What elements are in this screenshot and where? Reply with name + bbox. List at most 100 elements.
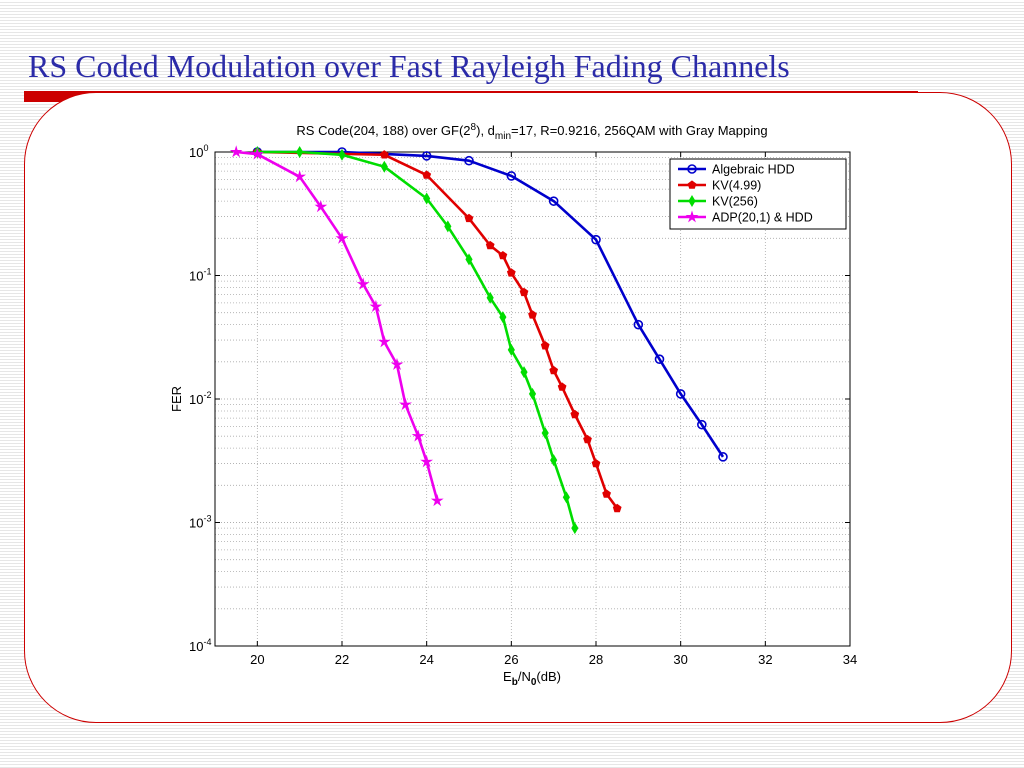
x-axis-label-main: E (503, 669, 512, 684)
chart-title-sub: min (495, 131, 511, 142)
y-tick-label: 100 (189, 143, 208, 160)
legend-item: KV(256) (678, 195, 758, 209)
slide-title: RS Coded Modulation over Fast Rayleigh F… (28, 48, 790, 84)
data-point (380, 160, 388, 173)
data-point (444, 220, 452, 233)
legend-item: Algebraic HDD (678, 163, 795, 177)
y-tick-label: 10-4 (189, 637, 211, 654)
data-point (520, 366, 528, 379)
data-point (697, 419, 707, 430)
chart-title-mid: ), d (476, 123, 495, 138)
series-1 (252, 147, 728, 462)
data-point (485, 240, 495, 250)
series-line (257, 150, 577, 529)
data-point (356, 277, 370, 290)
chart-title-sup: 8 (471, 122, 477, 133)
data-point (421, 151, 432, 161)
data-point (507, 343, 515, 356)
x-axis-label-mid: /N (518, 669, 531, 684)
data-point (229, 145, 243, 158)
data-point (399, 398, 412, 411)
legend-item: ADP(20,1) & HDD (678, 210, 813, 225)
data-point (314, 200, 328, 213)
series-line (257, 150, 619, 510)
x-tick-label: 26 (504, 652, 518, 667)
x-tick-label: 28 (589, 652, 603, 667)
x-tick-label: 30 (673, 652, 687, 667)
data-point (540, 341, 550, 350)
data-point (557, 382, 567, 391)
data-point (571, 522, 579, 535)
series-line (257, 150, 725, 458)
legend: Algebraic HDD KV(4.99) KV(256) ADP(20,1) & … (669, 158, 847, 230)
data-point (464, 155, 474, 166)
data-point (718, 452, 728, 462)
x-tick-label: 32 (758, 652, 772, 667)
x-axis-ticks: 20 22 24 26 28 30 32 34 (250, 152, 857, 667)
legend-label: ADP(20,1) & HDD (712, 211, 813, 225)
data-point (430, 494, 444, 507)
x-axis-label-sub2: 0 (531, 677, 537, 688)
series-layer (229, 145, 728, 535)
data-point (550, 454, 558, 467)
data-point (499, 311, 507, 324)
data-point (548, 196, 559, 206)
legend-label: KV(256) (712, 195, 758, 209)
x-axis-label-suffix: (dB) (536, 669, 561, 684)
data-point (411, 429, 425, 442)
y-tick-label: 10-2 (189, 390, 211, 407)
data-point (498, 250, 508, 260)
chart-title-prefix: RS Code(204, 188) over GF(2 (296, 123, 470, 138)
data-point (528, 310, 537, 319)
data-point (486, 291, 494, 304)
data-point (685, 210, 699, 223)
data-point (338, 148, 346, 161)
x-axis-label-sub1: b (512, 677, 518, 688)
data-point (465, 253, 473, 266)
data-point (591, 234, 601, 245)
data-point (293, 170, 307, 183)
data-point (422, 170, 432, 179)
chart-title: RS Code(204, 188) over GF(28), dmin=17, … (296, 122, 767, 142)
data-point (528, 387, 537, 400)
data-point (583, 434, 592, 444)
data-point (602, 489, 611, 498)
data-point (250, 147, 264, 160)
data-point (379, 150, 389, 159)
data-point (541, 427, 549, 440)
data-point (390, 357, 404, 370)
data-point (423, 192, 431, 205)
data-point (506, 268, 516, 277)
data-point (654, 354, 665, 365)
data-point (335, 231, 349, 244)
data-point (420, 455, 434, 468)
data-point (296, 146, 304, 158)
data-point (519, 287, 529, 297)
data-point (369, 299, 383, 313)
x-tick-label: 34 (843, 652, 857, 667)
data-point (570, 409, 580, 419)
legend-item: KV(4.99) (678, 179, 761, 193)
data-point (687, 180, 697, 189)
data-point (675, 389, 686, 399)
legend-label: Algebraic HDD (712, 163, 795, 177)
x-tick-label: 22 (335, 652, 349, 667)
data-point (506, 171, 517, 181)
x-tick-label: 24 (419, 652, 433, 667)
data-point (562, 491, 570, 504)
data-point (549, 365, 559, 375)
data-point (378, 335, 391, 348)
y-tick-label: 10-1 (189, 267, 211, 284)
data-point (687, 164, 697, 174)
x-tick-label: 20 (250, 652, 264, 667)
y-axis-ticks: 100 10-1 10-2 10-3 10-4 (189, 143, 850, 654)
data-point (591, 458, 601, 468)
data-point (612, 503, 622, 513)
y-axis-label: FER (169, 386, 184, 412)
content-frame (24, 92, 1012, 723)
data-point (464, 213, 474, 223)
data-point (633, 319, 644, 330)
x-axis-label: Eb/N0(dB) (503, 669, 561, 688)
series-2 (252, 147, 622, 513)
